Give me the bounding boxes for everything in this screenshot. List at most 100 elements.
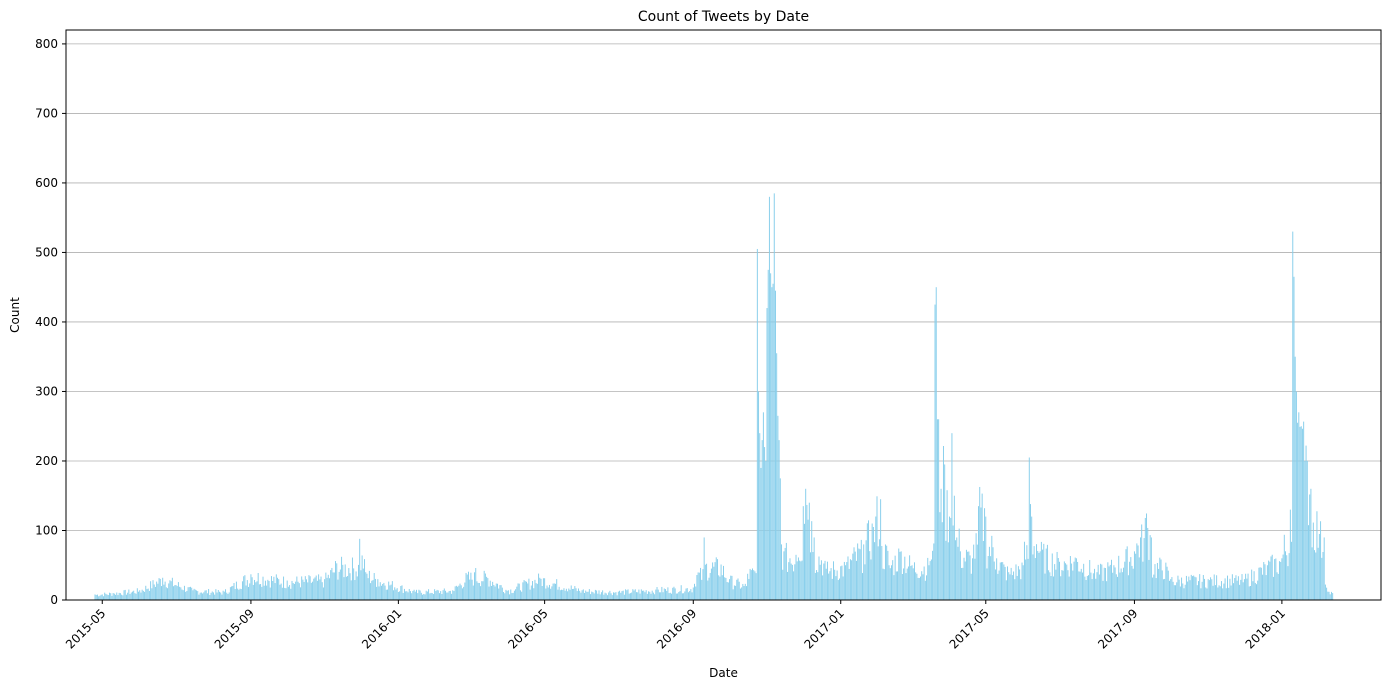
bar [1185,575,1187,600]
bar [1057,558,1059,600]
bar [797,557,799,600]
bar [330,570,332,600]
bar [239,588,241,600]
bar [749,568,751,600]
bar [349,573,351,600]
bar [394,587,396,600]
bar [942,446,944,600]
bar [122,595,124,600]
bar [1237,576,1239,600]
bar [1193,575,1195,600]
bar [403,588,405,600]
bar [1189,580,1191,600]
bar [829,571,831,600]
bar [402,592,404,600]
bar [743,585,745,600]
bar [354,580,356,600]
bar [1204,578,1206,600]
bar [1008,572,1010,600]
y-tick-label: 500 [35,245,58,259]
bar [1231,574,1233,600]
bar [621,591,623,600]
bar [1101,564,1103,600]
bar [1241,574,1243,600]
bar [338,571,340,600]
bar [225,589,227,600]
bar [581,590,583,600]
bar [733,585,735,600]
bar [1155,578,1157,600]
bar [756,248,758,600]
bar [217,590,219,600]
bar [1097,564,1099,600]
bar [498,588,500,600]
bar [429,593,431,600]
bar [1201,581,1203,600]
bar [339,569,341,600]
bar [766,308,768,600]
bar [701,579,703,600]
bar [536,583,538,600]
bar [1216,575,1218,600]
bar [1025,559,1027,600]
bar [951,433,953,600]
bar [1081,572,1083,600]
bar [1124,561,1126,600]
bar [764,447,766,600]
bar [532,581,534,600]
bar [939,512,941,600]
bar [1152,577,1154,600]
bar [165,587,167,600]
bar [507,590,509,600]
bar [458,585,460,600]
bar [590,594,592,600]
bar [1269,561,1271,600]
bar [788,562,790,600]
bar [1309,494,1311,600]
y-tick-label: 0 [50,593,58,607]
bar [452,590,454,600]
bar [1051,553,1053,600]
bar [1086,575,1088,600]
bar [432,594,434,600]
bar [635,592,637,600]
bar [1146,513,1148,600]
bar [337,579,339,600]
bar [382,584,384,600]
bar [564,590,566,600]
bar [158,578,160,600]
bar [996,558,998,600]
bar [416,589,417,600]
bar [1159,557,1161,600]
y-tick-label: 800 [35,37,58,51]
bar [894,555,896,600]
bar [953,495,955,600]
bar [1286,555,1288,600]
bar [619,590,621,600]
bar [420,592,422,600]
bar [1048,570,1050,600]
bar [104,592,106,600]
bar [720,564,722,600]
bar [322,587,324,600]
bar [1061,570,1063,600]
bar [605,593,607,600]
bar [480,586,482,600]
bar [539,577,541,600]
bar [547,587,549,600]
bar [721,575,723,600]
bar [987,556,989,600]
bar [849,559,851,600]
bar [99,595,101,600]
bar [1014,579,1016,600]
bar [211,591,213,600]
bar [399,591,401,600]
bar [326,577,328,600]
bar [857,543,859,600]
bar [134,593,136,600]
bar [968,551,970,600]
bar [843,561,845,600]
bar [712,562,714,600]
bar [192,590,194,600]
